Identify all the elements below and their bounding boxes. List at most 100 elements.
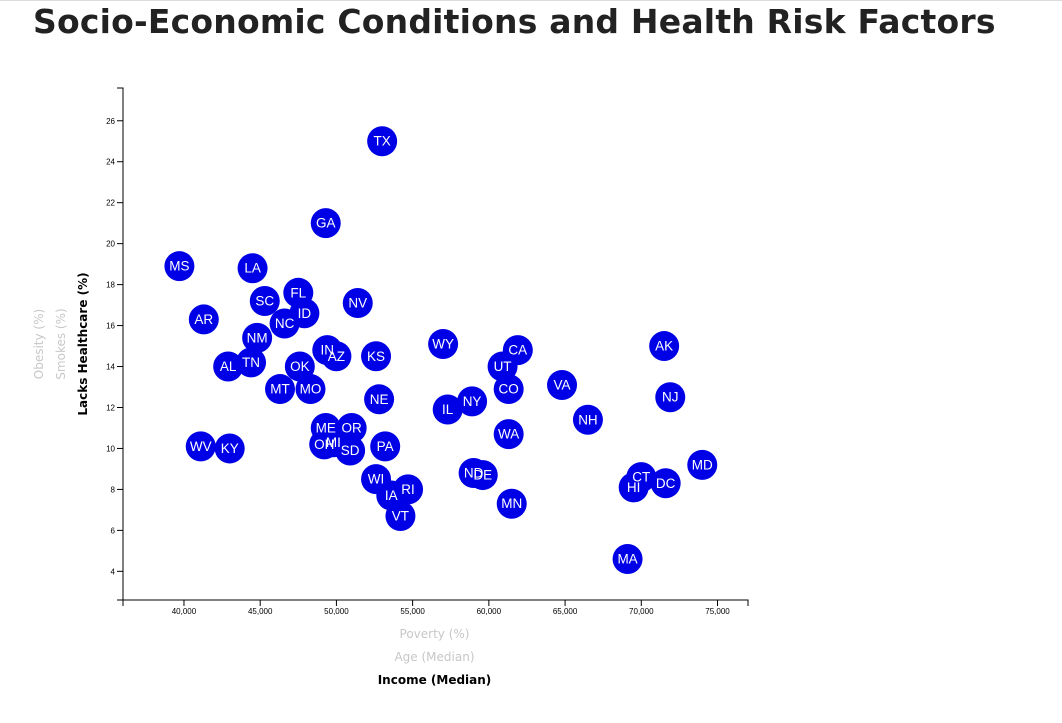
y-tick-label: 20 — [106, 240, 115, 249]
state-label: NJ — [662, 390, 679, 405]
state-point[interactable] — [214, 433, 245, 464]
state-point[interactable] — [364, 384, 395, 415]
state-label: RI — [401, 482, 415, 497]
state-label: NM — [247, 330, 268, 345]
state-point[interactable] — [310, 208, 341, 239]
state-label: DE — [473, 468, 492, 483]
state-label: NY — [463, 394, 482, 409]
state-point[interactable] — [237, 253, 268, 284]
state-point[interactable] — [467, 460, 498, 491]
x-tick-label: 75,000 — [705, 607, 730, 616]
x-axis: 40,000 45,000 50,000 55,000 60,000 65,000 70,0… — [122, 599, 749, 616]
y-tick-label: 18 — [106, 281, 115, 290]
y-tick-label: 12 — [106, 403, 115, 412]
state-label: MD — [692, 457, 713, 472]
y-axis-label-group: Lacks Healthcare (%) Smokes (%) Obesity (%… — [32, 272, 90, 415]
state-point[interactable] — [618, 472, 649, 503]
state-point[interactable] — [284, 351, 315, 382]
state-point[interactable] — [367, 126, 398, 157]
state-point[interactable] — [650, 468, 681, 499]
state-label: AK — [655, 339, 673, 354]
state-point[interactable] — [185, 431, 216, 462]
state-point[interactable] — [493, 419, 524, 450]
state-label: PA — [377, 439, 394, 454]
x-tick-label: 70,000 — [629, 607, 654, 616]
state-point[interactable] — [493, 374, 524, 405]
y-tick-label: 8 — [111, 485, 116, 494]
state-point[interactable] — [335, 435, 366, 466]
y-axis-option[interactable]: Smokes (%) — [54, 308, 68, 379]
state-label: OR — [342, 420, 363, 435]
state-label: HI — [627, 480, 641, 495]
state-point[interactable] — [295, 374, 326, 405]
state-label: IA — [385, 488, 398, 503]
state-point[interactable] — [361, 341, 392, 372]
state-point[interactable] — [649, 331, 680, 362]
state-point[interactable] — [487, 351, 518, 382]
state-point[interactable] — [164, 251, 195, 282]
y-axis-option[interactable]: Lacks Healthcare (%) — [76, 272, 90, 415]
state-point[interactable] — [612, 544, 643, 575]
state-label: AZ — [328, 349, 345, 364]
x-axis-option[interactable]: Poverty (%) — [400, 627, 470, 641]
x-tick-label: 55,000 — [400, 607, 425, 616]
state-label: CA — [508, 343, 527, 358]
state-label: MO — [300, 382, 322, 397]
state-label: IN — [321, 343, 335, 358]
state-label: UT — [494, 359, 512, 374]
top-divider — [0, 0, 1062, 1]
state-point[interactable] — [213, 351, 244, 382]
y-tick-label: 26 — [106, 117, 115, 126]
y-tick-label: 4 — [111, 567, 116, 576]
y-tick-label: 14 — [106, 363, 115, 372]
state-point[interactable] — [428, 329, 459, 359]
state-label: WI — [368, 472, 385, 487]
state-label: NE — [370, 392, 389, 407]
state-label: NC — [275, 316, 295, 331]
state-label: TN — [242, 355, 260, 370]
state-point[interactable] — [249, 285, 280, 316]
state-point[interactable] — [236, 347, 267, 378]
state-point[interactable] — [321, 341, 352, 372]
state-label: DC — [656, 476, 676, 491]
state-point[interactable] — [496, 488, 527, 519]
y-tick-label: 22 — [106, 199, 115, 208]
x-tick-label: 40,000 — [172, 607, 197, 616]
x-tick-label: 45,000 — [248, 607, 273, 616]
state-label: OH — [314, 437, 334, 452]
state-point[interactable] — [432, 394, 463, 425]
state-label: NV — [348, 296, 367, 311]
state-label: LA — [244, 261, 261, 276]
state-label: KS — [367, 349, 385, 364]
page-title: Socio-Economic Conditions and Health Ris… — [33, 2, 996, 41]
state-point[interactable] — [547, 369, 578, 400]
x-axis-label-group: Poverty (%) Age (Median) Income (Median) — [378, 627, 492, 687]
x-axis-line — [122, 599, 749, 606]
state-point[interactable] — [269, 308, 300, 339]
state-label: ID — [298, 306, 312, 321]
x-axis-option[interactable]: Age (Median) — [394, 650, 474, 664]
state-label: IL — [442, 402, 454, 417]
state-point[interactable] — [687, 449, 718, 480]
state-label: AL — [220, 359, 237, 374]
state-point[interactable] — [385, 501, 416, 532]
y-axis: 4 6 8 10 12 14 16 18 20 22 24 26 — [106, 87, 124, 601]
state-point[interactable] — [457, 386, 488, 417]
x-axis-option[interactable]: Income (Median) — [378, 673, 492, 687]
state-label: GA — [316, 216, 336, 231]
x-tick-label: 60,000 — [477, 607, 502, 616]
state-point[interactable] — [342, 288, 373, 319]
y-tick-label: 16 — [106, 322, 115, 331]
state-point[interactable] — [242, 322, 273, 353]
state-point[interactable] — [655, 382, 686, 413]
state-point[interactable] — [370, 431, 401, 462]
state-label: OK — [290, 359, 310, 374]
state-point[interactable] — [572, 404, 603, 435]
state-point[interactable] — [188, 304, 219, 335]
state-label: NH — [578, 412, 598, 427]
y-axis-option[interactable]: Obesity (%) — [32, 309, 46, 379]
state-label: CO — [499, 382, 519, 397]
state-point[interactable] — [265, 374, 296, 405]
y-axis-line — [117, 87, 124, 601]
